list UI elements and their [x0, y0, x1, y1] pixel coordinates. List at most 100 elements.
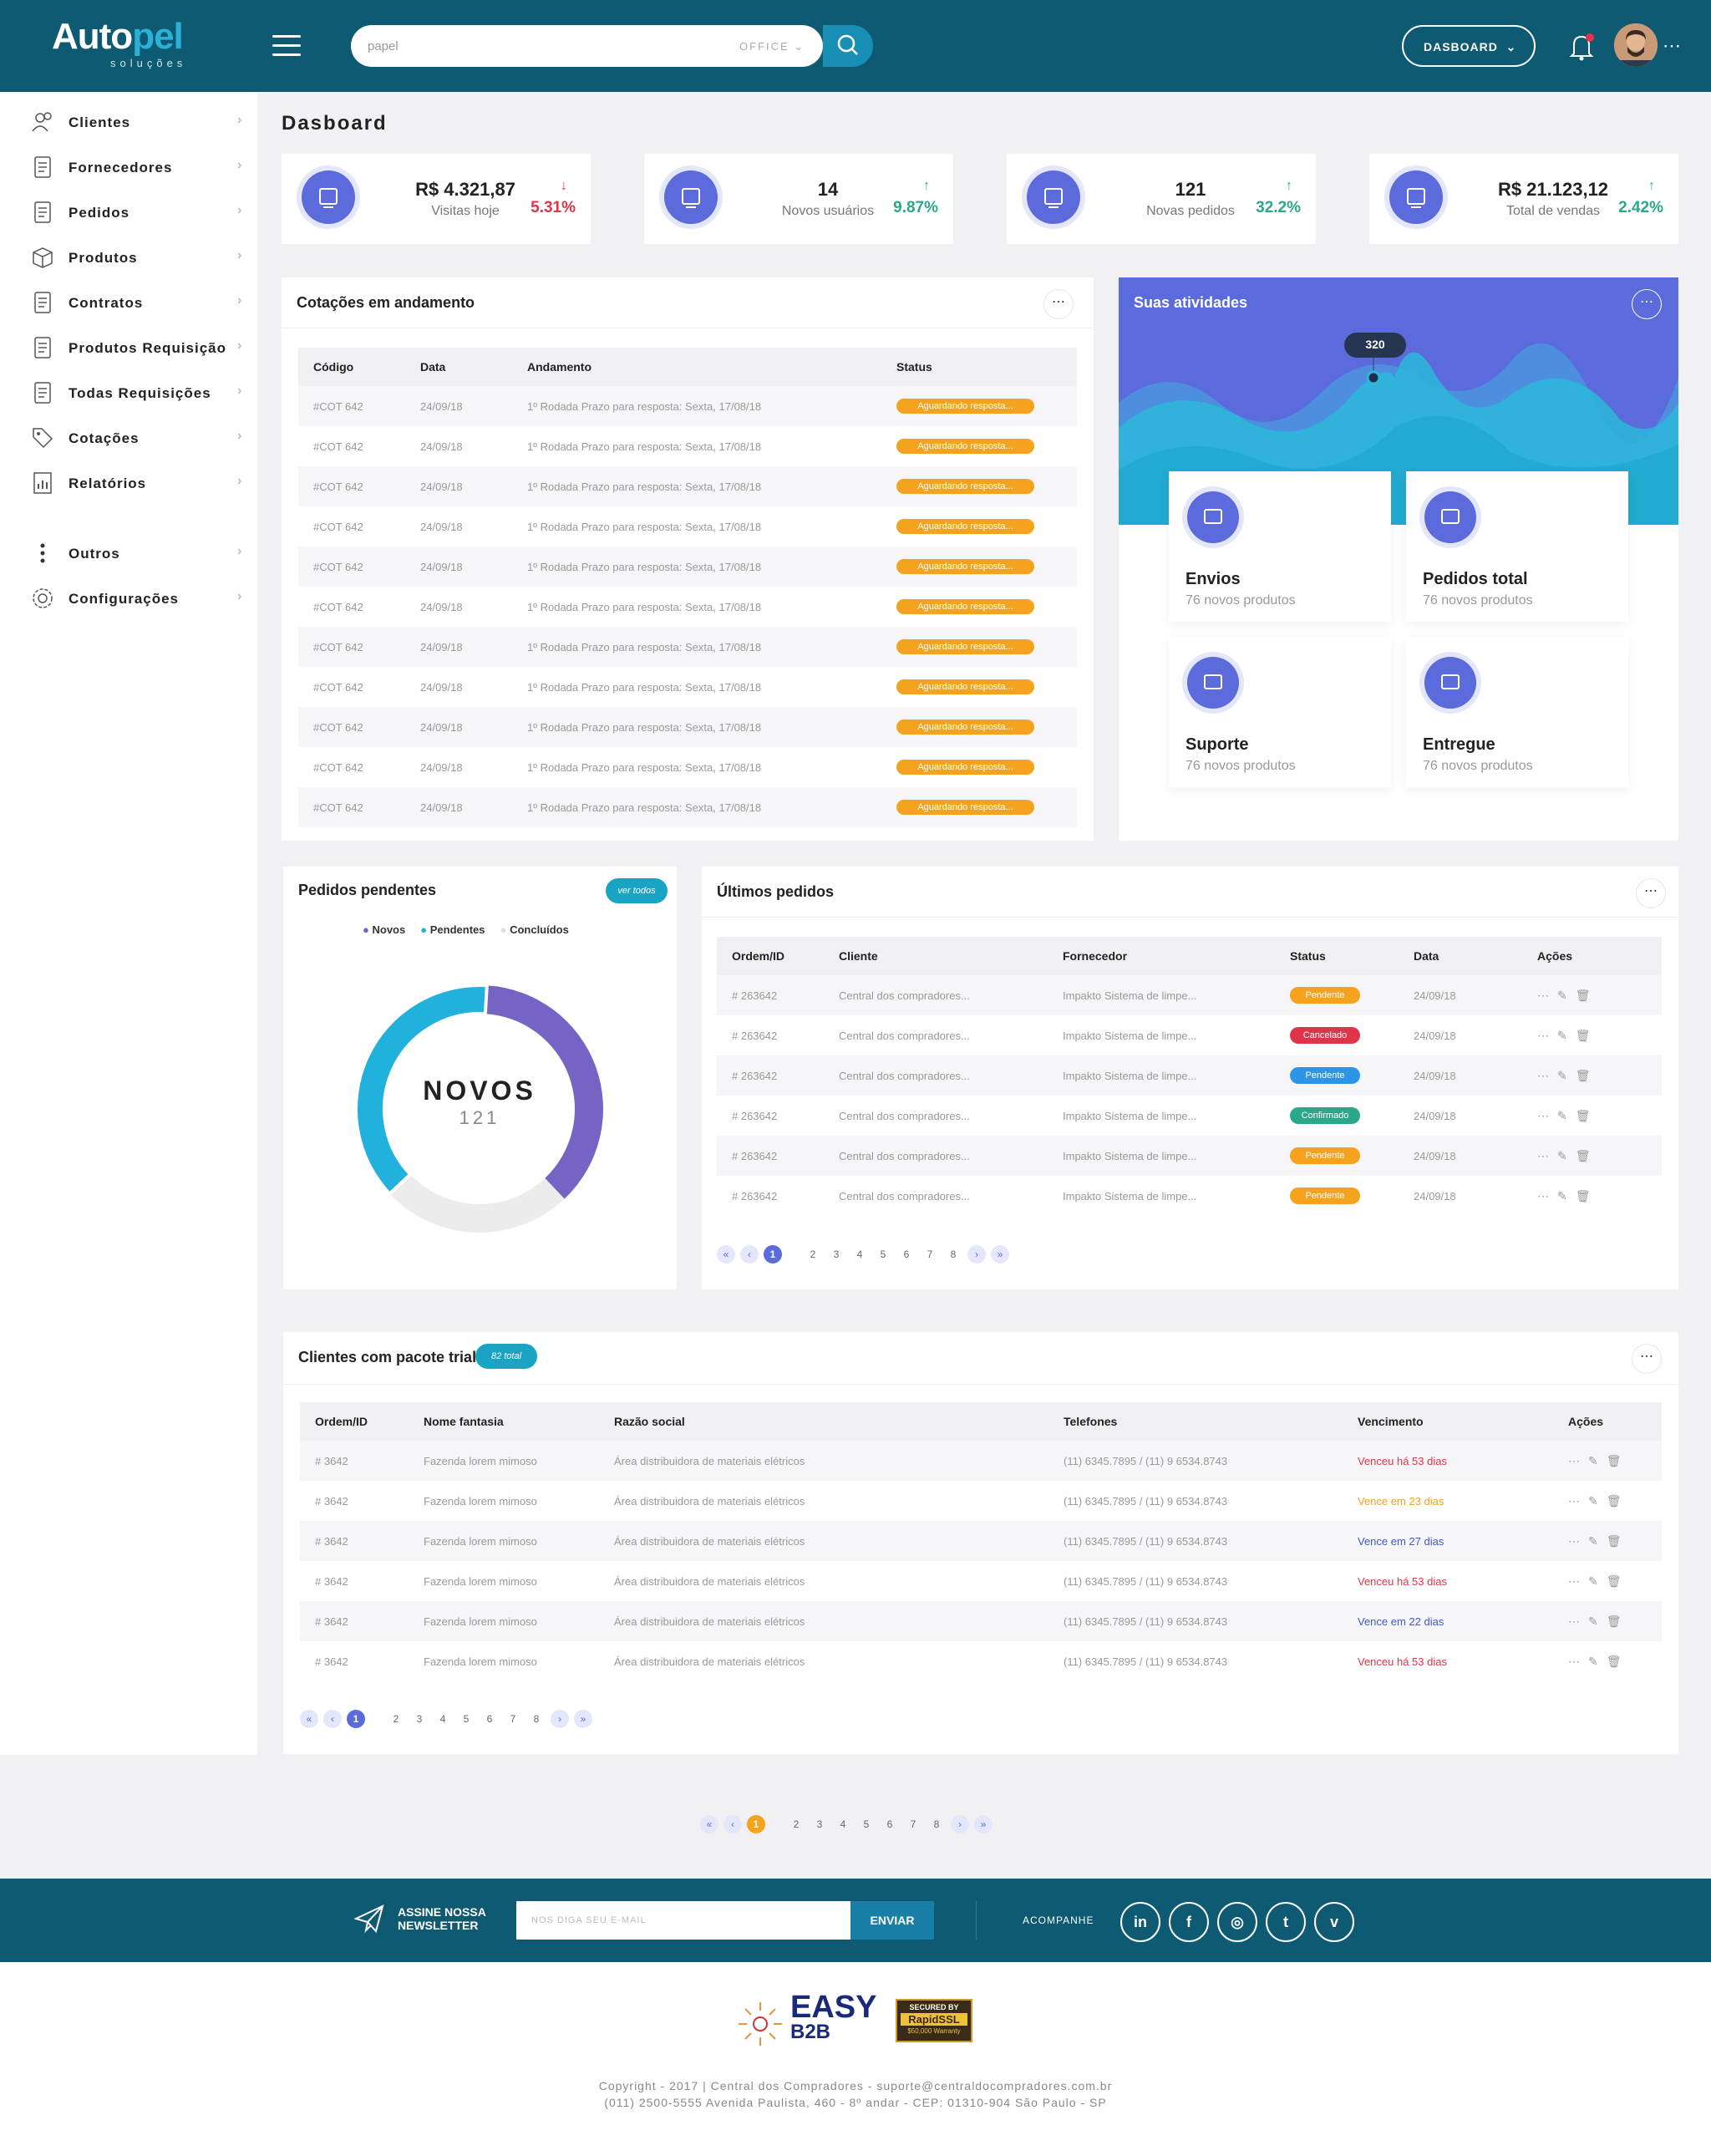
- page-link[interactable]: 4: [856, 1248, 863, 1260]
- search-button[interactable]: [823, 25, 873, 67]
- page-link[interactable]: ›: [951, 1815, 969, 1833]
- page-link[interactable]: ‹: [323, 1710, 342, 1728]
- page-link[interactable]: 8: [933, 1818, 940, 1830]
- activity-tile[interactable]: Pedidos total 76 novos produtos: [1406, 471, 1628, 622]
- page-link[interactable]: 5: [463, 1713, 470, 1725]
- more-icon[interactable]: ⋯: [1537, 988, 1557, 1002]
- page-link[interactable]: 1: [347, 1710, 365, 1728]
- edit-icon[interactable]: ✎: [1588, 1654, 1607, 1668]
- edit-icon[interactable]: ✎: [1557, 1108, 1576, 1122]
- newsletter-send-button[interactable]: ENVIAR: [850, 1901, 934, 1940]
- edit-icon[interactable]: ✎: [1557, 1068, 1576, 1082]
- page-link[interactable]: 2: [393, 1713, 399, 1725]
- trial-more-button[interactable]: ⋯: [1632, 1344, 1662, 1374]
- edit-icon[interactable]: ✎: [1588, 1453, 1607, 1467]
- sidebar-item-fornecedores[interactable]: Fornecedores ›: [30, 143, 247, 188]
- page-link[interactable]: ›: [551, 1710, 569, 1728]
- table-row[interactable]: #COT 642 24/09/18 1º Rodada Prazo para res…: [298, 627, 1077, 667]
- twitter-icon[interactable]: t: [1266, 1902, 1306, 1942]
- page-link[interactable]: 2: [810, 1248, 816, 1260]
- table-row[interactable]: # 3642 Fazenda lorem mimoso Área distribui…: [300, 1521, 1662, 1561]
- page-link[interactable]: 4: [439, 1713, 446, 1725]
- trash-icon[interactable]: 🗑: [1575, 1108, 1599, 1122]
- edit-icon[interactable]: ✎: [1588, 1614, 1607, 1628]
- page-link[interactable]: »: [991, 1245, 1009, 1264]
- page-link[interactable]: 4: [840, 1818, 846, 1830]
- table-row[interactable]: # 3642 Fazenda lorem mimoso Área distribui…: [300, 1441, 1662, 1481]
- edit-icon[interactable]: ✎: [1557, 988, 1576, 1002]
- trash-icon[interactable]: 🗑: [1575, 1188, 1599, 1203]
- instagram-icon[interactable]: ◎: [1217, 1902, 1257, 1942]
- more-icon[interactable]: ⋯: [1568, 1574, 1588, 1588]
- page-link[interactable]: 1: [764, 1245, 782, 1264]
- sidebar-item-cotações[interactable]: Cotações ›: [30, 414, 247, 459]
- trash-icon[interactable]: 🗑: [1606, 1614, 1630, 1628]
- page-link[interactable]: »: [974, 1815, 993, 1833]
- page-link[interactable]: 7: [910, 1818, 916, 1830]
- page-link[interactable]: «: [717, 1245, 735, 1264]
- sidebar-item-outros[interactable]: Outros ›: [30, 529, 247, 574]
- trash-icon[interactable]: 🗑: [1606, 1574, 1630, 1588]
- trash-icon[interactable]: 🗑: [1575, 988, 1599, 1002]
- linkedin-icon[interactable]: in: [1120, 1902, 1160, 1942]
- sidebar-item-relatórios[interactable]: Relatórios ›: [30, 459, 247, 504]
- more-icon[interactable]: ⋯: [1537, 1068, 1557, 1082]
- table-row[interactable]: #COT 642 24/09/18 1º Rodada Prazo para res…: [298, 466, 1077, 506]
- page-link[interactable]: «: [700, 1815, 718, 1833]
- page-link[interactable]: 8: [533, 1713, 540, 1725]
- search-scope-select[interactable]: OFFICE ⌄: [739, 40, 805, 53]
- more-icon[interactable]: ⋯: [1537, 1028, 1557, 1042]
- activity-tile[interactable]: Suporte 76 novos produtos: [1169, 637, 1391, 787]
- page-link[interactable]: ‹: [723, 1815, 742, 1833]
- more-icon[interactable]: ⋯: [1537, 1188, 1557, 1203]
- sidebar-item-produtos-requisição[interactable]: Produtos Requisição ›: [30, 323, 247, 369]
- more-icon[interactable]: ⋯: [1568, 1453, 1588, 1467]
- ver-todos-button[interactable]: ver todos: [606, 878, 668, 903]
- page-link[interactable]: 6: [903, 1248, 910, 1260]
- cotacoes-more-button[interactable]: ⋯: [1043, 289, 1074, 319]
- trash-icon[interactable]: 🗑: [1606, 1533, 1630, 1548]
- more-icon[interactable]: ⋯: [1568, 1654, 1588, 1668]
- page-link[interactable]: ›: [967, 1245, 986, 1264]
- activity-tile[interactable]: Entregue 76 novos produtos: [1406, 637, 1628, 787]
- table-row[interactable]: # 263642 Central dos compradores... Impakt…: [717, 1136, 1662, 1176]
- table-row[interactable]: # 263642 Central dos compradores... Impakt…: [717, 975, 1662, 1015]
- more-icon[interactable]: ⋯: [1537, 1148, 1557, 1162]
- table-row[interactable]: # 3642 Fazenda lorem mimoso Área distribui…: [300, 1641, 1662, 1681]
- more-options-icon[interactable]: ⋯: [1663, 35, 1681, 56]
- table-row[interactable]: # 263642 Central dos compradores... Impakt…: [717, 1015, 1662, 1055]
- table-row[interactable]: #COT 642 24/09/18 1º Rodada Prazo para res…: [298, 386, 1077, 426]
- more-icon[interactable]: ⋯: [1568, 1493, 1588, 1508]
- table-row[interactable]: #COT 642 24/09/18 1º Rodada Prazo para res…: [298, 707, 1077, 747]
- page-link[interactable]: 3: [833, 1248, 840, 1260]
- edit-icon[interactable]: ✎: [1588, 1533, 1607, 1548]
- logo[interactable]: Autopel soluções: [52, 18, 186, 70]
- page-link[interactable]: 7: [927, 1248, 933, 1260]
- table-row[interactable]: # 263642 Central dos compradores... Impakt…: [717, 1055, 1662, 1096]
- page-link[interactable]: 7: [510, 1713, 516, 1725]
- edit-icon[interactable]: ✎: [1557, 1148, 1576, 1162]
- edit-icon[interactable]: ✎: [1557, 1028, 1576, 1042]
- sidebar-item-configurações[interactable]: Configurações ›: [30, 574, 247, 619]
- page-link[interactable]: 1: [747, 1815, 765, 1833]
- table-row[interactable]: # 3642 Fazenda lorem mimoso Área distribui…: [300, 1481, 1662, 1521]
- page-link[interactable]: 5: [863, 1818, 870, 1830]
- bell-icon[interactable]: [1567, 32, 1596, 66]
- edit-icon[interactable]: ✎: [1588, 1493, 1607, 1508]
- avatar[interactable]: [1614, 23, 1658, 67]
- more-icon[interactable]: ⋯: [1568, 1614, 1588, 1628]
- menu-icon[interactable]: [272, 35, 301, 57]
- trash-icon[interactable]: 🗑: [1575, 1068, 1599, 1082]
- vimeo-icon[interactable]: v: [1314, 1902, 1354, 1942]
- table-row[interactable]: #COT 642 24/09/18 1º Rodada Prazo para res…: [298, 747, 1077, 787]
- page-link[interactable]: «: [300, 1710, 318, 1728]
- table-row[interactable]: # 263642 Central dos compradores... Impakt…: [717, 1096, 1662, 1136]
- sidebar-item-todas-requisições[interactable]: Todas Requisições ›: [30, 369, 247, 414]
- newsletter-email-input[interactable]: NOS DIGA SEU E-MAIL: [516, 1901, 850, 1940]
- table-row[interactable]: # 3642 Fazenda lorem mimoso Área distribui…: [300, 1601, 1662, 1641]
- edit-icon[interactable]: ✎: [1588, 1574, 1607, 1588]
- sidebar-item-contratos[interactable]: Contratos ›: [30, 278, 247, 323]
- page-link[interactable]: ‹: [740, 1245, 759, 1264]
- table-row[interactable]: #COT 642 24/09/18 1º Rodada Prazo para res…: [298, 506, 1077, 547]
- sidebar-item-produtos[interactable]: Produtos ›: [30, 233, 247, 278]
